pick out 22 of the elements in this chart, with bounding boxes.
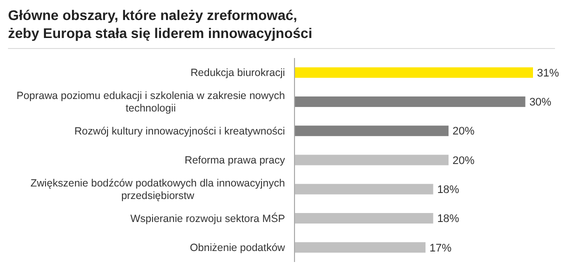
bar	[295, 154, 449, 166]
y-tick-label: Redukcja biurokracji	[190, 67, 285, 80]
y-tick-label: Obniżenie podatków	[190, 242, 286, 254]
data-label: 17%	[430, 242, 452, 254]
data-label: 18%	[437, 184, 460, 196]
y-tick-label: Wspieranie rozwoju sektora MŚP	[130, 212, 285, 225]
bar	[295, 67, 533, 78]
bar	[295, 126, 449, 136]
bar	[295, 184, 434, 194]
y-tick-label: Reforma prawa pracy	[184, 154, 286, 167]
data-label: 20%	[452, 154, 475, 167]
y-tick-label: Zwiększenie bodźców podatkowych dla innowacyjnych przedsiębiorstw	[30, 178, 286, 202]
bar	[295, 96, 526, 107]
data-label: 18%	[437, 213, 460, 226]
data-label: 20%	[452, 126, 475, 138]
data-label: 30%	[529, 96, 552, 109]
bar	[295, 242, 426, 253]
y-tick-label: Poprawa poziomu edukacji i szkolenia w zakresie nowych technologii	[16, 90, 286, 115]
text: Główne obszary, które należy zreformować, żeby Europa stała się liderem innowacyjności	[8, 7, 312, 41]
y-tick-label: Rozwój kultury innowacyjności i kreatywności	[74, 126, 285, 138]
bar	[295, 213, 434, 224]
data-label: 31%	[537, 67, 560, 80]
